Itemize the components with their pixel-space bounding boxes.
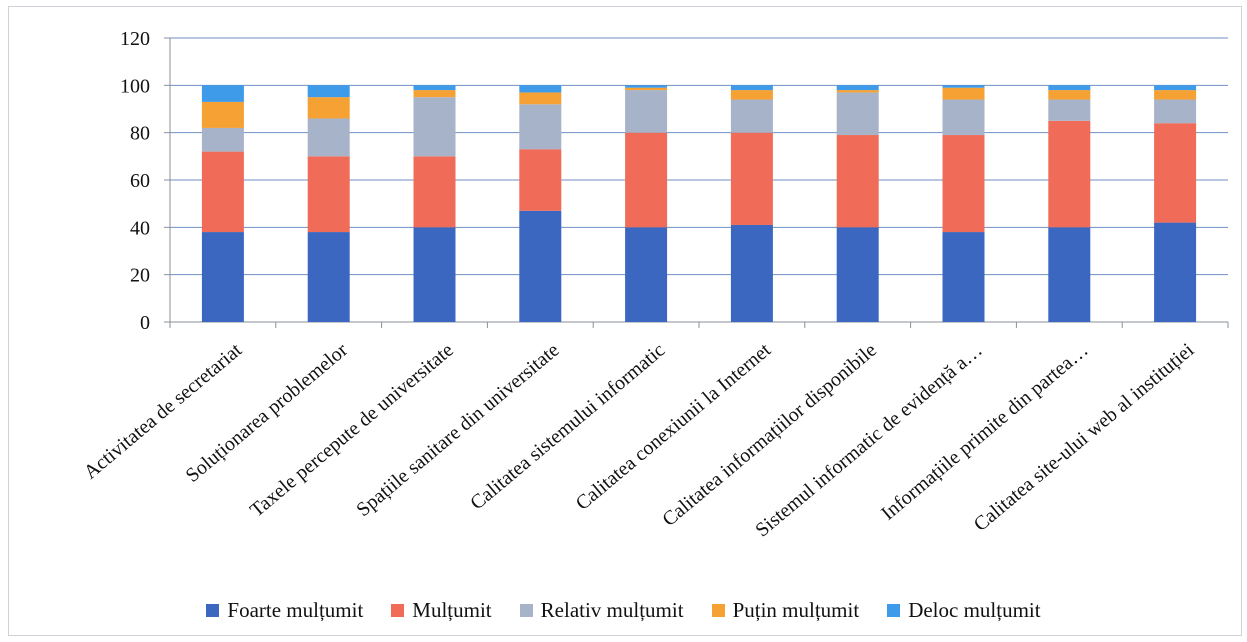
bar-segment [1154, 90, 1197, 100]
bar-segment [625, 87, 668, 91]
bar-segment [730, 99, 773, 133]
bar-segment [201, 127, 244, 152]
bar-segment [836, 135, 879, 228]
bar-segment [1154, 123, 1197, 223]
legend: Foarte mulțumit Mulțumit Relativ mulțumit P… [0, 598, 1247, 623]
bar-segment [942, 85, 985, 88]
bar-segment [730, 90, 773, 100]
bar-segment [625, 90, 668, 133]
bar-segment [307, 118, 350, 157]
bar-segment [519, 104, 562, 150]
legend-item: Deloc mulțumit [887, 598, 1041, 623]
bar-segment [413, 97, 456, 157]
x-tick-label: Calitatea site-ului web al instituției [970, 339, 1199, 536]
bar-segment [519, 92, 562, 105]
bar-segment [1154, 99, 1197, 124]
bar-segment [625, 227, 668, 322]
legend-item: Mulțumit [391, 598, 492, 623]
y-tick-label: 120 [120, 28, 150, 50]
x-tick-label: Informațiile primite din partea… [877, 339, 1092, 525]
bar-segment [836, 85, 879, 91]
bar-segment [942, 99, 985, 136]
x-tick-label: Taxele percepute de universitate [246, 339, 458, 522]
legend-item: Relativ mulțumit [519, 598, 684, 623]
legend-item: Puțin mulțumit [711, 598, 860, 623]
bar-segment [307, 156, 350, 233]
bar-segment [201, 85, 244, 102]
bar-segment [1048, 90, 1091, 100]
x-tick-label: Sistemul informatic de evidență a… [751, 339, 986, 541]
bar-segment [730, 224, 773, 322]
bar-segment [413, 227, 456, 322]
bar-segment [1048, 227, 1091, 322]
legend-label: Relativ mulțumit [540, 598, 684, 622]
bar-segment [836, 90, 879, 93]
legend-item: Foarte mulțumit [206, 598, 363, 623]
bar-segment [307, 97, 350, 119]
bar-segment [413, 85, 456, 91]
bar-segment [942, 87, 985, 100]
bar-segment [836, 227, 879, 322]
bar-segment [625, 85, 668, 88]
bar-segment [201, 232, 244, 322]
bar-segment [519, 149, 562, 211]
bar-segment [413, 90, 456, 98]
legend-swatch [519, 604, 533, 617]
bar-segment [1048, 99, 1091, 121]
y-tick-label: 20 [130, 265, 150, 287]
bar-segment [625, 132, 668, 228]
bar-segment [1154, 222, 1197, 322]
bar-segment [519, 85, 562, 93]
x-tick-label: Calitatea sistemului informatic [466, 339, 669, 514]
bar-segment [942, 232, 985, 322]
bar-segment [519, 210, 562, 322]
bar-segment [307, 232, 350, 322]
bar-segment [1048, 120, 1091, 228]
bar-segment [1048, 85, 1091, 91]
legend-label: Foarte mulțumit [227, 598, 364, 622]
y-tick-label: 40 [130, 217, 150, 239]
bar-segment [201, 151, 244, 233]
bar-segment [942, 135, 985, 233]
x-tick-label: Calitatea conexiunii la Internet [572, 339, 776, 515]
legend-label: Deloc mulțumit [908, 598, 1041, 622]
legend-label: Mulțumit [412, 598, 492, 622]
legend-swatch [887, 604, 901, 617]
y-tick-label: 60 [130, 170, 150, 192]
bar-segment [1154, 85, 1197, 91]
legend-swatch [391, 604, 405, 617]
bar-segment [730, 132, 773, 225]
bar-segment [730, 85, 773, 91]
bar-segment [307, 85, 350, 98]
legend-swatch [206, 604, 220, 617]
bar-segment [836, 92, 879, 136]
legend-label: Puțin mulțumit [732, 598, 860, 622]
x-tick-label: Calitatea informațiilor disponibile [658, 339, 881, 531]
bar-segment [413, 156, 456, 228]
legend-swatch [711, 604, 725, 617]
bar-segment [201, 101, 244, 128]
y-tick-label: 0 [140, 312, 150, 334]
y-tick-label: 80 [130, 123, 150, 145]
x-tick-label: Spațiile sanitare din universitate [352, 339, 563, 521]
y-tick-label: 100 [120, 75, 150, 97]
